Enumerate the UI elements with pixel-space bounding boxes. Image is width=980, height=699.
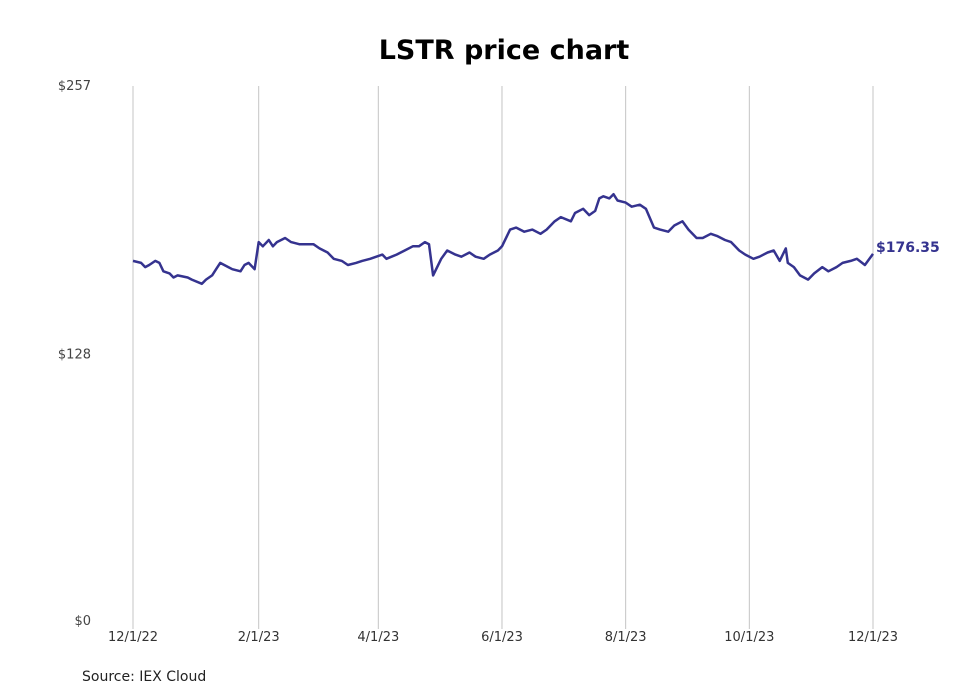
chart-title: LSTR price chart: [379, 35, 630, 66]
x-tick-label: 6/1/23: [481, 630, 523, 645]
y-tick-label: $257: [58, 79, 91, 94]
x-tick-label: 2/1/23: [238, 630, 280, 645]
x-tick-label: 4/1/23: [357, 630, 399, 645]
y-tick-label: $0: [74, 614, 91, 629]
x-axis-ticks: 12/1/22 2/1/23 4/1/23 6/1/23 8/1/23 10/1/23 12…: [108, 630, 898, 645]
source-caption: Source: IEX Cloud: [82, 669, 207, 685]
price-line: [132, 192, 875, 286]
y-axis-ticks: $0 $128 $257: [58, 79, 91, 629]
x-tick-label: 10/1/23: [724, 630, 774, 645]
last-price-label: $176.35: [876, 240, 940, 256]
x-tick-label: 12/1/22: [108, 630, 158, 645]
gridlines: [132, 86, 874, 629]
x-tick-label: 12/1/23: [848, 630, 898, 645]
y-tick-label: $128: [58, 348, 91, 363]
series-layer: $176.35: [132, 192, 940, 286]
x-tick-label: 8/1/23: [605, 630, 647, 645]
